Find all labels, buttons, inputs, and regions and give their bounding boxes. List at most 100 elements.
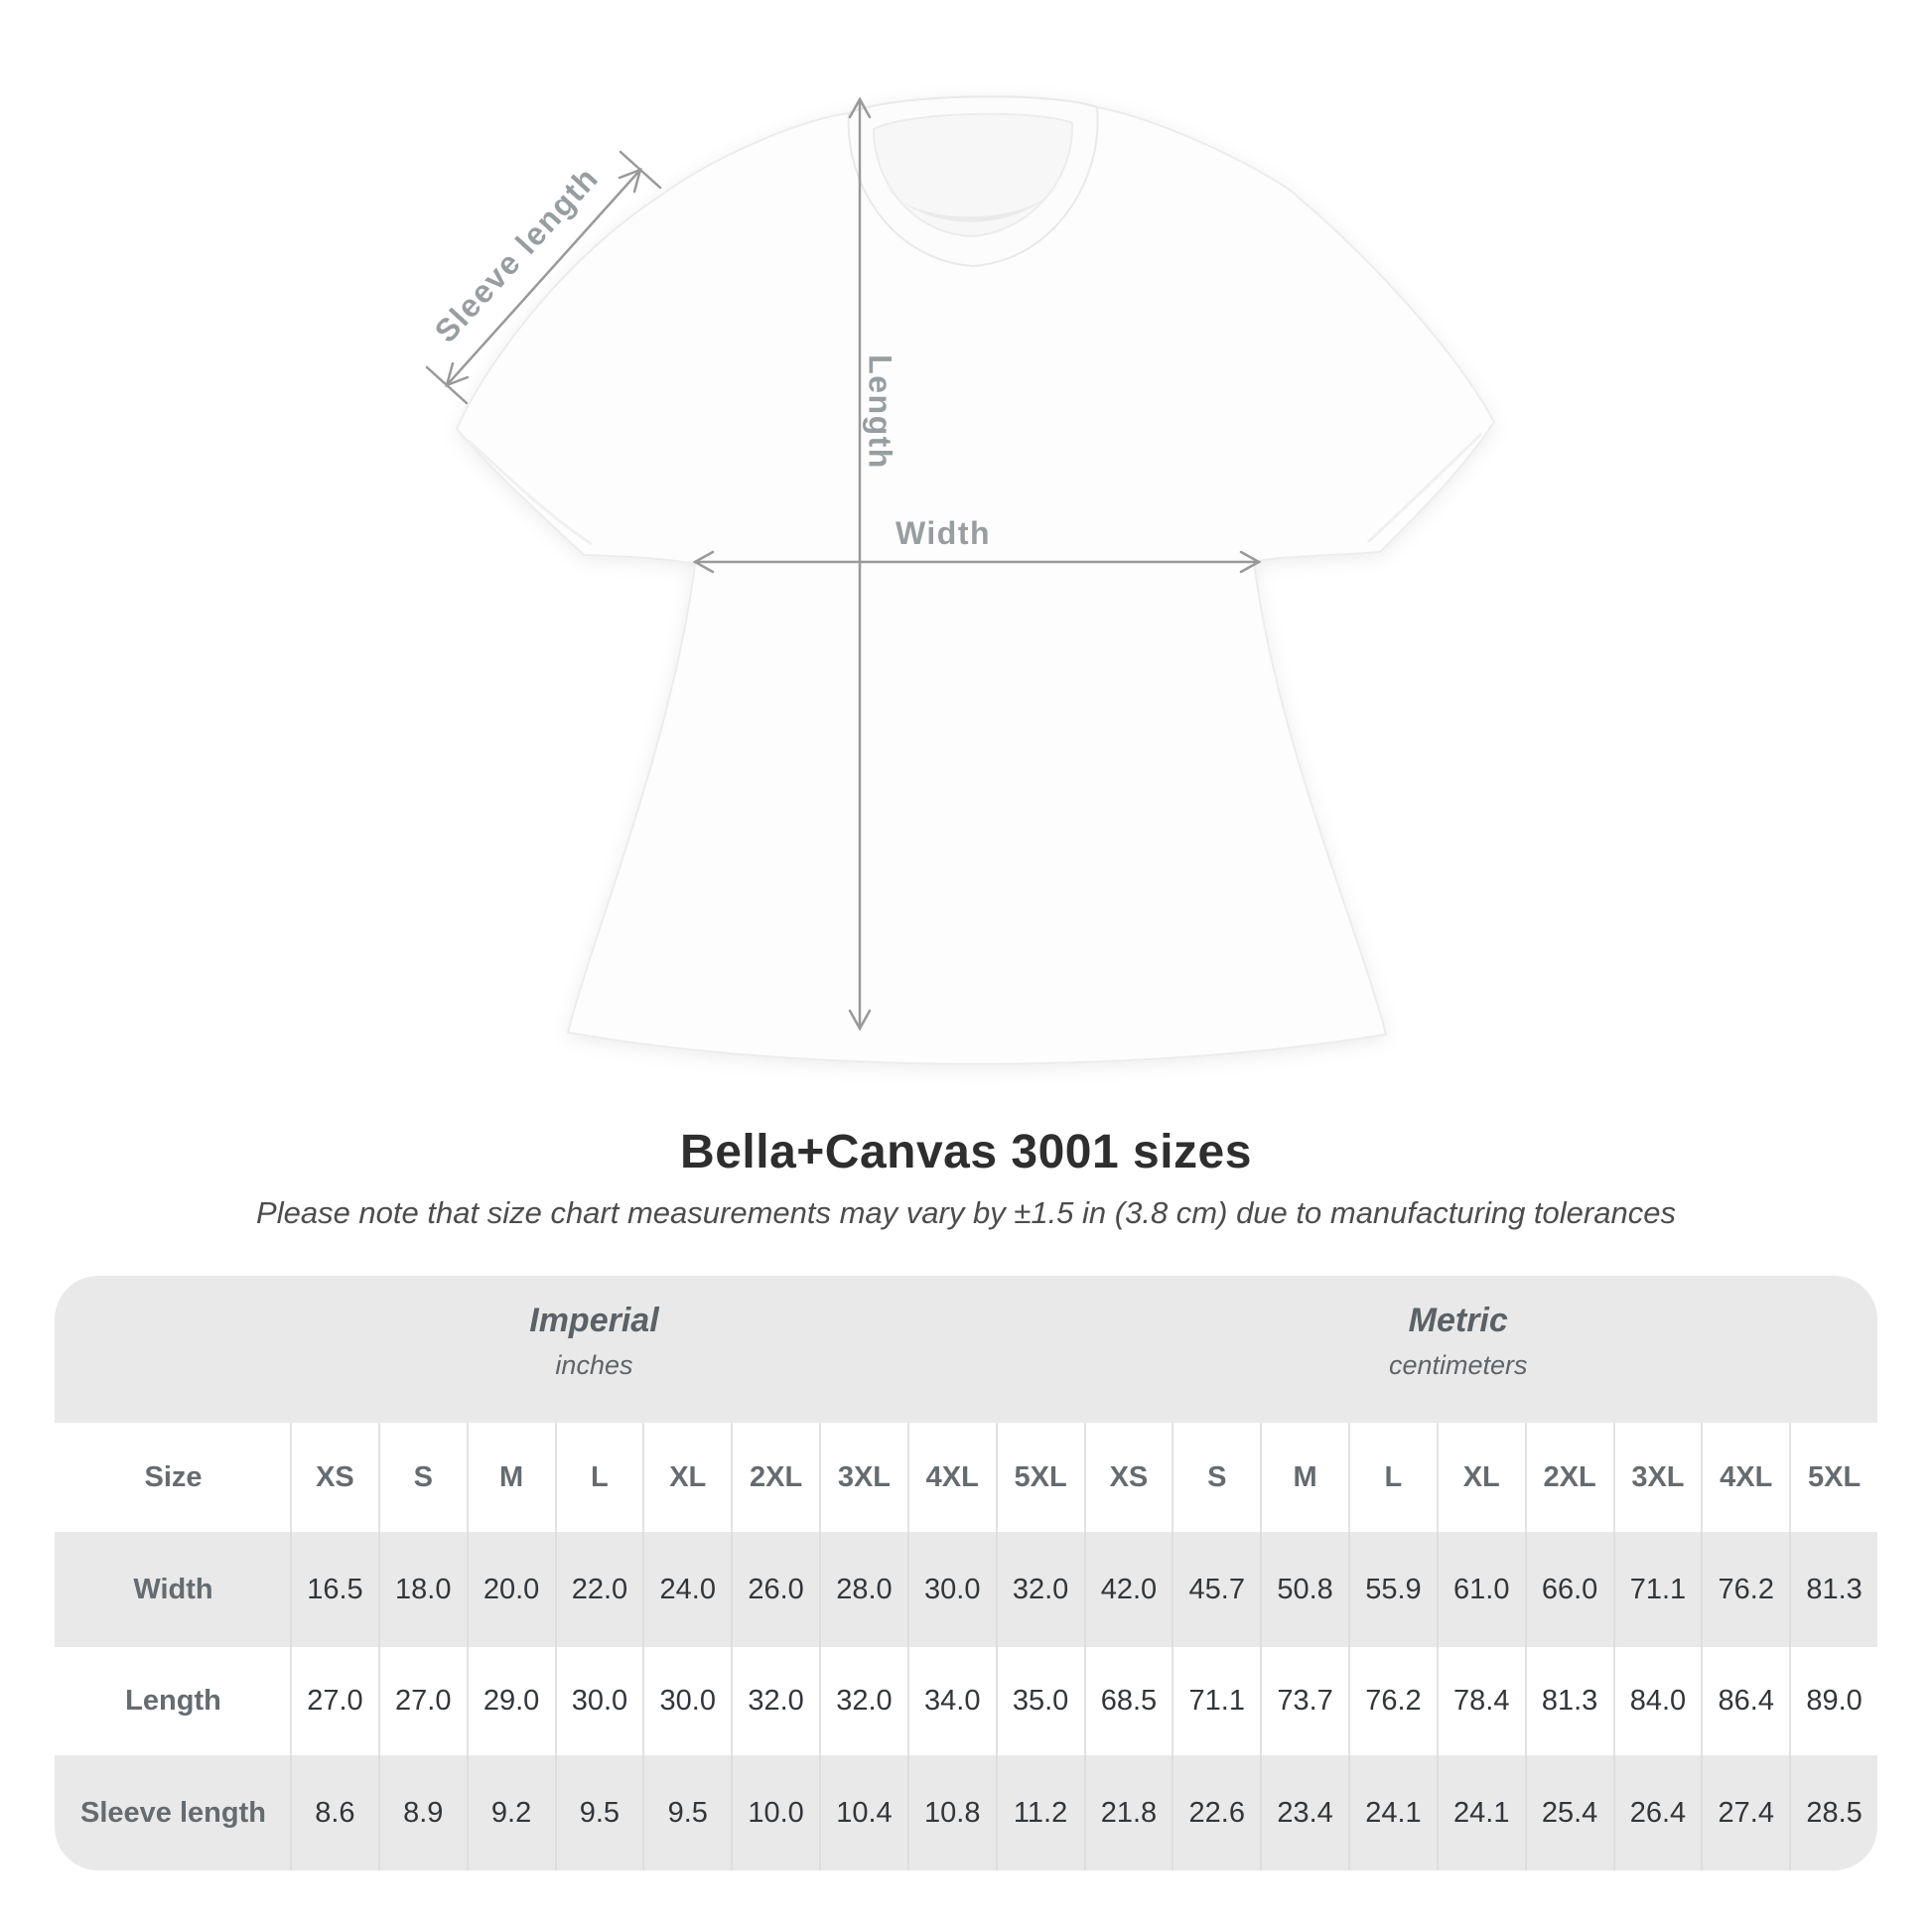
length-dimension-label: Length bbox=[863, 354, 898, 470]
unit-group-label: Metric bbox=[1408, 1302, 1508, 1339]
unit-group-metric: Metric centimeters bbox=[1389, 1301, 1528, 1381]
measurement-value: 18.0 bbox=[377, 1532, 467, 1647]
measurement-value: 10.0 bbox=[731, 1755, 819, 1870]
arrow-up-icon bbox=[848, 96, 872, 119]
size-header-cell: 2XL bbox=[1524, 1423, 1613, 1532]
measurement-value: 89.0 bbox=[1789, 1647, 1877, 1755]
measurement-value: 10.4 bbox=[819, 1755, 907, 1870]
size-header-cell: 5XL bbox=[1789, 1423, 1877, 1532]
measurement-value: 27.0 bbox=[377, 1647, 467, 1755]
measurement-value: 84.0 bbox=[1612, 1647, 1702, 1755]
page-title: Bella+Canvas 3001 sizes bbox=[680, 1126, 1252, 1178]
measurement-value: 30.0 bbox=[906, 1532, 996, 1647]
size-header-cell: 4XL bbox=[1701, 1423, 1789, 1532]
measurement-value: 28.5 bbox=[1789, 1755, 1877, 1870]
measurement-value: 76.2 bbox=[1348, 1647, 1437, 1755]
size-header-cell: XS bbox=[290, 1423, 378, 1532]
measurement-value: 50.8 bbox=[1260, 1532, 1348, 1647]
measurement-value: 86.4 bbox=[1701, 1647, 1789, 1755]
size-table: Imperial inches Metric centimeters Size X… bbox=[55, 1276, 1877, 1870]
unit-group-sublabel: inches bbox=[555, 1350, 633, 1380]
tshirt-measurement-diagram: Length Width Sleeve length bbox=[425, 95, 1496, 1065]
measurement-value: 26.4 bbox=[1612, 1755, 1702, 1870]
measurement-value: 32.0 bbox=[819, 1647, 907, 1755]
unit-header-band: Imperial inches Metric centimeters bbox=[55, 1276, 1877, 1423]
size-header-cell: L bbox=[1348, 1423, 1437, 1532]
sleeve-dimension-line bbox=[425, 150, 662, 405]
size-header-cell: XL bbox=[642, 1423, 731, 1532]
measurement-value: 78.4 bbox=[1436, 1647, 1525, 1755]
collar-inner-shadow bbox=[887, 183, 1060, 222]
measurement-value: 24.1 bbox=[1436, 1755, 1525, 1870]
size-header-cell: 3XL bbox=[1612, 1423, 1702, 1532]
size-header-cell: 2XL bbox=[731, 1423, 819, 1532]
measurement-value: 25.4 bbox=[1524, 1755, 1613, 1870]
row-label-length: Length bbox=[125, 1685, 221, 1717]
measurement-value: 71.1 bbox=[1172, 1647, 1260, 1755]
measurement-value: 27.4 bbox=[1701, 1755, 1789, 1870]
size-header-cell: S bbox=[377, 1423, 467, 1532]
measurement-value: 81.3 bbox=[1524, 1647, 1613, 1755]
size-header-cell: S bbox=[1172, 1423, 1260, 1532]
size-column-header: Size bbox=[144, 1460, 203, 1493]
chart-heading: Bella+Canvas 3001 sizes Please note that… bbox=[0, 1124, 1932, 1231]
measurement-value: 45.7 bbox=[1172, 1532, 1260, 1647]
dimension-end-tick bbox=[619, 150, 662, 190]
measurement-value: 8.6 bbox=[290, 1755, 378, 1870]
table-row-size-headers: Size XS S M L XL 2XL 3XL 4XL 5XL XS S M L XL 2XL 3XL 4XL 5… bbox=[55, 1423, 1877, 1532]
measurement-value: 22.0 bbox=[554, 1532, 643, 1647]
measurement-value: 9.2 bbox=[466, 1755, 555, 1870]
measurement-value: 34.0 bbox=[906, 1647, 996, 1755]
size-header-cell: 3XL bbox=[819, 1423, 907, 1532]
measurement-value: 22.6 bbox=[1172, 1755, 1260, 1870]
measurement-value: 28.0 bbox=[819, 1532, 907, 1647]
size-header-cell: M bbox=[1260, 1423, 1348, 1532]
dimension-end-tick bbox=[425, 365, 469, 405]
length-dimension-line bbox=[848, 96, 872, 1032]
measurement-value: 68.5 bbox=[1083, 1647, 1173, 1755]
measurement-value: 32.0 bbox=[731, 1647, 819, 1755]
measurement-value: 71.1 bbox=[1612, 1532, 1702, 1647]
measurement-value: 30.0 bbox=[642, 1647, 731, 1755]
width-dimension-line bbox=[692, 550, 1262, 574]
measurement-value: 26.0 bbox=[731, 1532, 819, 1647]
measurement-value: 29.0 bbox=[466, 1647, 555, 1755]
measurement-value: 21.8 bbox=[1083, 1755, 1173, 1870]
measurement-value: 20.0 bbox=[466, 1532, 555, 1647]
size-table-body: Size XS S M L XL 2XL 3XL 4XL 5XL XS S M L XL 2XL 3XL 4XL 5… bbox=[55, 1423, 1877, 1870]
size-header-cell: XS bbox=[1083, 1423, 1173, 1532]
size-header-cell: 5XL bbox=[995, 1423, 1084, 1532]
sleeve-fold-line-right bbox=[1366, 432, 1483, 544]
arrow-down-icon bbox=[848, 1009, 872, 1032]
arrow-left-icon bbox=[692, 550, 715, 574]
measurement-value: 24.0 bbox=[642, 1532, 731, 1647]
measurement-value: 9.5 bbox=[642, 1755, 731, 1870]
unit-group-sublabel: centimeters bbox=[1388, 1350, 1528, 1380]
measurement-value: 10.8 bbox=[906, 1755, 996, 1870]
measurement-value: 9.5 bbox=[554, 1755, 643, 1870]
table-row-width: Width 16.5 18.0 20.0 22.0 24.0 26.0 28.0 30.0 32.… bbox=[55, 1532, 1877, 1647]
tshirt-illustration bbox=[455, 95, 1496, 1065]
size-header-cell: 4XL bbox=[906, 1423, 996, 1532]
table-row-sleeve-length: Sleeve length 8.6 8.9 9.2 9.5 9.5 10.0 10.4 10.8… bbox=[55, 1755, 1877, 1870]
arrow-right-icon bbox=[1239, 550, 1262, 574]
measurement-value: 81.3 bbox=[1789, 1532, 1877, 1647]
measurement-value: 66.0 bbox=[1524, 1532, 1613, 1647]
unit-group-imperial: Imperial inches bbox=[529, 1301, 658, 1381]
measurement-value: 24.1 bbox=[1348, 1755, 1437, 1870]
tshirt-body bbox=[455, 95, 1496, 1065]
unit-group-label: Imperial bbox=[529, 1302, 659, 1339]
measurement-value: 42.0 bbox=[1083, 1532, 1173, 1647]
measurement-value: 35.0 bbox=[995, 1647, 1084, 1755]
measurement-value: 61.0 bbox=[1436, 1532, 1525, 1647]
measurement-value: 73.7 bbox=[1260, 1647, 1348, 1755]
measurement-value: 16.5 bbox=[290, 1532, 378, 1647]
size-header-cell: XL bbox=[1436, 1423, 1525, 1532]
tshirt-collar-opening bbox=[872, 112, 1074, 238]
page-subtitle: Please note that size chart measurements… bbox=[256, 1195, 1676, 1230]
measurement-value: 27.0 bbox=[290, 1647, 378, 1755]
row-label-width: Width bbox=[133, 1573, 213, 1605]
measurement-value: 32.0 bbox=[995, 1532, 1084, 1647]
measurement-value: 76.2 bbox=[1701, 1532, 1789, 1647]
measurement-value: 11.2 bbox=[995, 1755, 1084, 1870]
